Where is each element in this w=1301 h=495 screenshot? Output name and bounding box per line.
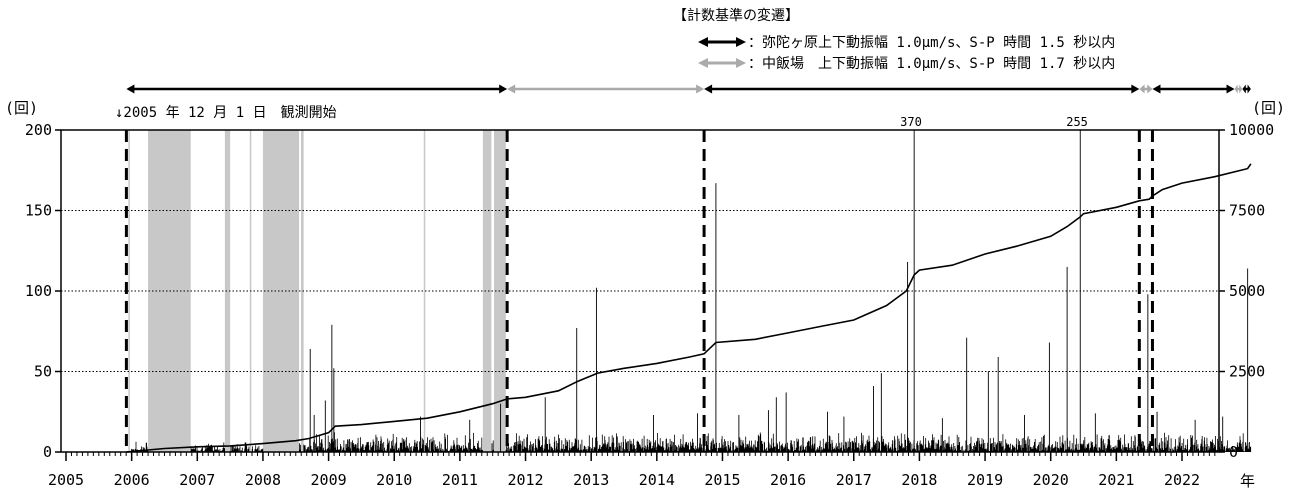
- observation-start-annotation: ↓2005 年 12 月 1 日 観測開始: [115, 104, 337, 121]
- gray-period: [482, 130, 492, 452]
- x-tick-label: 2021: [1098, 471, 1134, 489]
- arrowhead-right: [499, 84, 508, 94]
- y-right-tick-label: 10000: [1229, 121, 1274, 139]
- gray-period: [423, 130, 426, 452]
- arrowhead-left: [704, 84, 713, 94]
- x-tick-labels: 2005 2006 2007 2008 2009 2010 2011 2012 2013 2014…: [48, 452, 1216, 489]
- x-tick-label: 2006: [114, 471, 150, 489]
- x-tick-label: 2016: [770, 471, 806, 489]
- criteria-period-arrow: [1152, 84, 1235, 94]
- y-right-tick-labels: 0 2500 5000 7500 10000: [1219, 121, 1274, 461]
- arrowhead-right: [1226, 84, 1235, 94]
- criteria-period-arrow: [507, 84, 705, 94]
- criteria-period-arrow: [704, 84, 1140, 94]
- arrowhead-right: [1247, 84, 1251, 94]
- criteria-period-arrow: [1234, 84, 1243, 94]
- y-right-tick-label: 0: [1229, 443, 1238, 461]
- arrowhead-right: [696, 84, 705, 94]
- y-left-axis-label: (回): [5, 99, 38, 117]
- offscale-value-labels: 370 255: [900, 115, 1088, 129]
- arrowhead-right: [1131, 84, 1140, 94]
- x-tick-label: 2013: [573, 471, 609, 489]
- x-tick-label: 2014: [639, 471, 675, 489]
- criteria-period-arrows: [126, 84, 1251, 94]
- y-right-tick-label: 5000: [1229, 282, 1265, 300]
- arrowhead-right: [1239, 84, 1243, 94]
- x-tick-label: 2015: [704, 471, 740, 489]
- daily-count-bars-small: [131, 432, 1252, 452]
- arrowhead-left: [126, 84, 135, 94]
- arrowhead-left: [1139, 84, 1145, 94]
- y-right-tick-label: 2500: [1229, 363, 1265, 381]
- x-tick-label: 2012: [507, 471, 543, 489]
- x-tick-label: 2011: [442, 471, 478, 489]
- criteria-period-arrow: [126, 84, 508, 94]
- legend-arrowhead-gray-right: [736, 58, 746, 68]
- arrowhead-left: [1234, 84, 1238, 94]
- arrowhead-right: [1147, 84, 1153, 94]
- gray-period: [128, 130, 130, 452]
- x-axis-unit: 年: [1240, 472, 1255, 490]
- x-tick-label: 2007: [179, 471, 215, 489]
- criteria-period-arrow: [1139, 84, 1153, 94]
- y-right-axis-label: (回): [1252, 99, 1285, 117]
- arrowhead-left: [1152, 84, 1161, 94]
- y-left-tick-labels: 0 50 100 150 200: [25, 121, 61, 461]
- criteria-period-arrow: [1242, 84, 1251, 94]
- cumulative-count-line: [126, 163, 1252, 453]
- y-left-tick-label: 100: [25, 282, 52, 300]
- x-tick-label: 2010: [376, 471, 412, 489]
- x-tick-label: 2022: [1164, 471, 1200, 489]
- arrowhead-left: [1242, 84, 1246, 94]
- x-tick-label: 2019: [967, 471, 1003, 489]
- legend-arrowhead-black-left: [698, 37, 708, 47]
- y-right-tick-label: 7500: [1229, 202, 1265, 220]
- legend: 【計数基準の変遷】 ：弥陀ヶ原上下動振幅 1.0μm/s、S-P 時間 1.5 …: [673, 7, 1115, 72]
- y-left-tick-label: 0: [43, 443, 52, 461]
- legend-label-gray: ：中飯場 上下動振幅 1.0μm/s、S-P 時間 1.7 秒以内: [748, 55, 1115, 72]
- x-tick-label: 2020: [1033, 471, 1069, 489]
- gray-period: [224, 130, 231, 452]
- y-left-tick-label: 50: [34, 363, 52, 381]
- legend-title: 【計数基準の変遷】: [673, 7, 799, 24]
- x-tick-label: 2017: [836, 471, 872, 489]
- x-tick-label: 2008: [245, 471, 281, 489]
- gridlines: [61, 210, 1219, 372]
- legend-label-black: ：弥陀ヶ原上下動振幅 1.0μm/s、S-P 時間 1.5 秒以内: [748, 34, 1115, 51]
- x-tick-label: 2009: [311, 471, 347, 489]
- x-tick-label: 2005: [48, 471, 84, 489]
- y-left-tick-label: 150: [25, 202, 52, 220]
- x-tick-label: 2018: [901, 471, 937, 489]
- legend-arrowhead-black-right: [736, 37, 746, 47]
- offscale-label: 255: [1066, 115, 1088, 129]
- gray-period: [301, 130, 304, 452]
- daily-count-bars: [309, 130, 1249, 452]
- arrowhead-left: [507, 84, 516, 94]
- daily-bar-cluster: [131, 432, 1252, 452]
- offscale-label: 370: [900, 115, 922, 129]
- y-left-tick-label: 200: [25, 121, 52, 139]
- legend-arrowhead-gray-left: [698, 58, 708, 68]
